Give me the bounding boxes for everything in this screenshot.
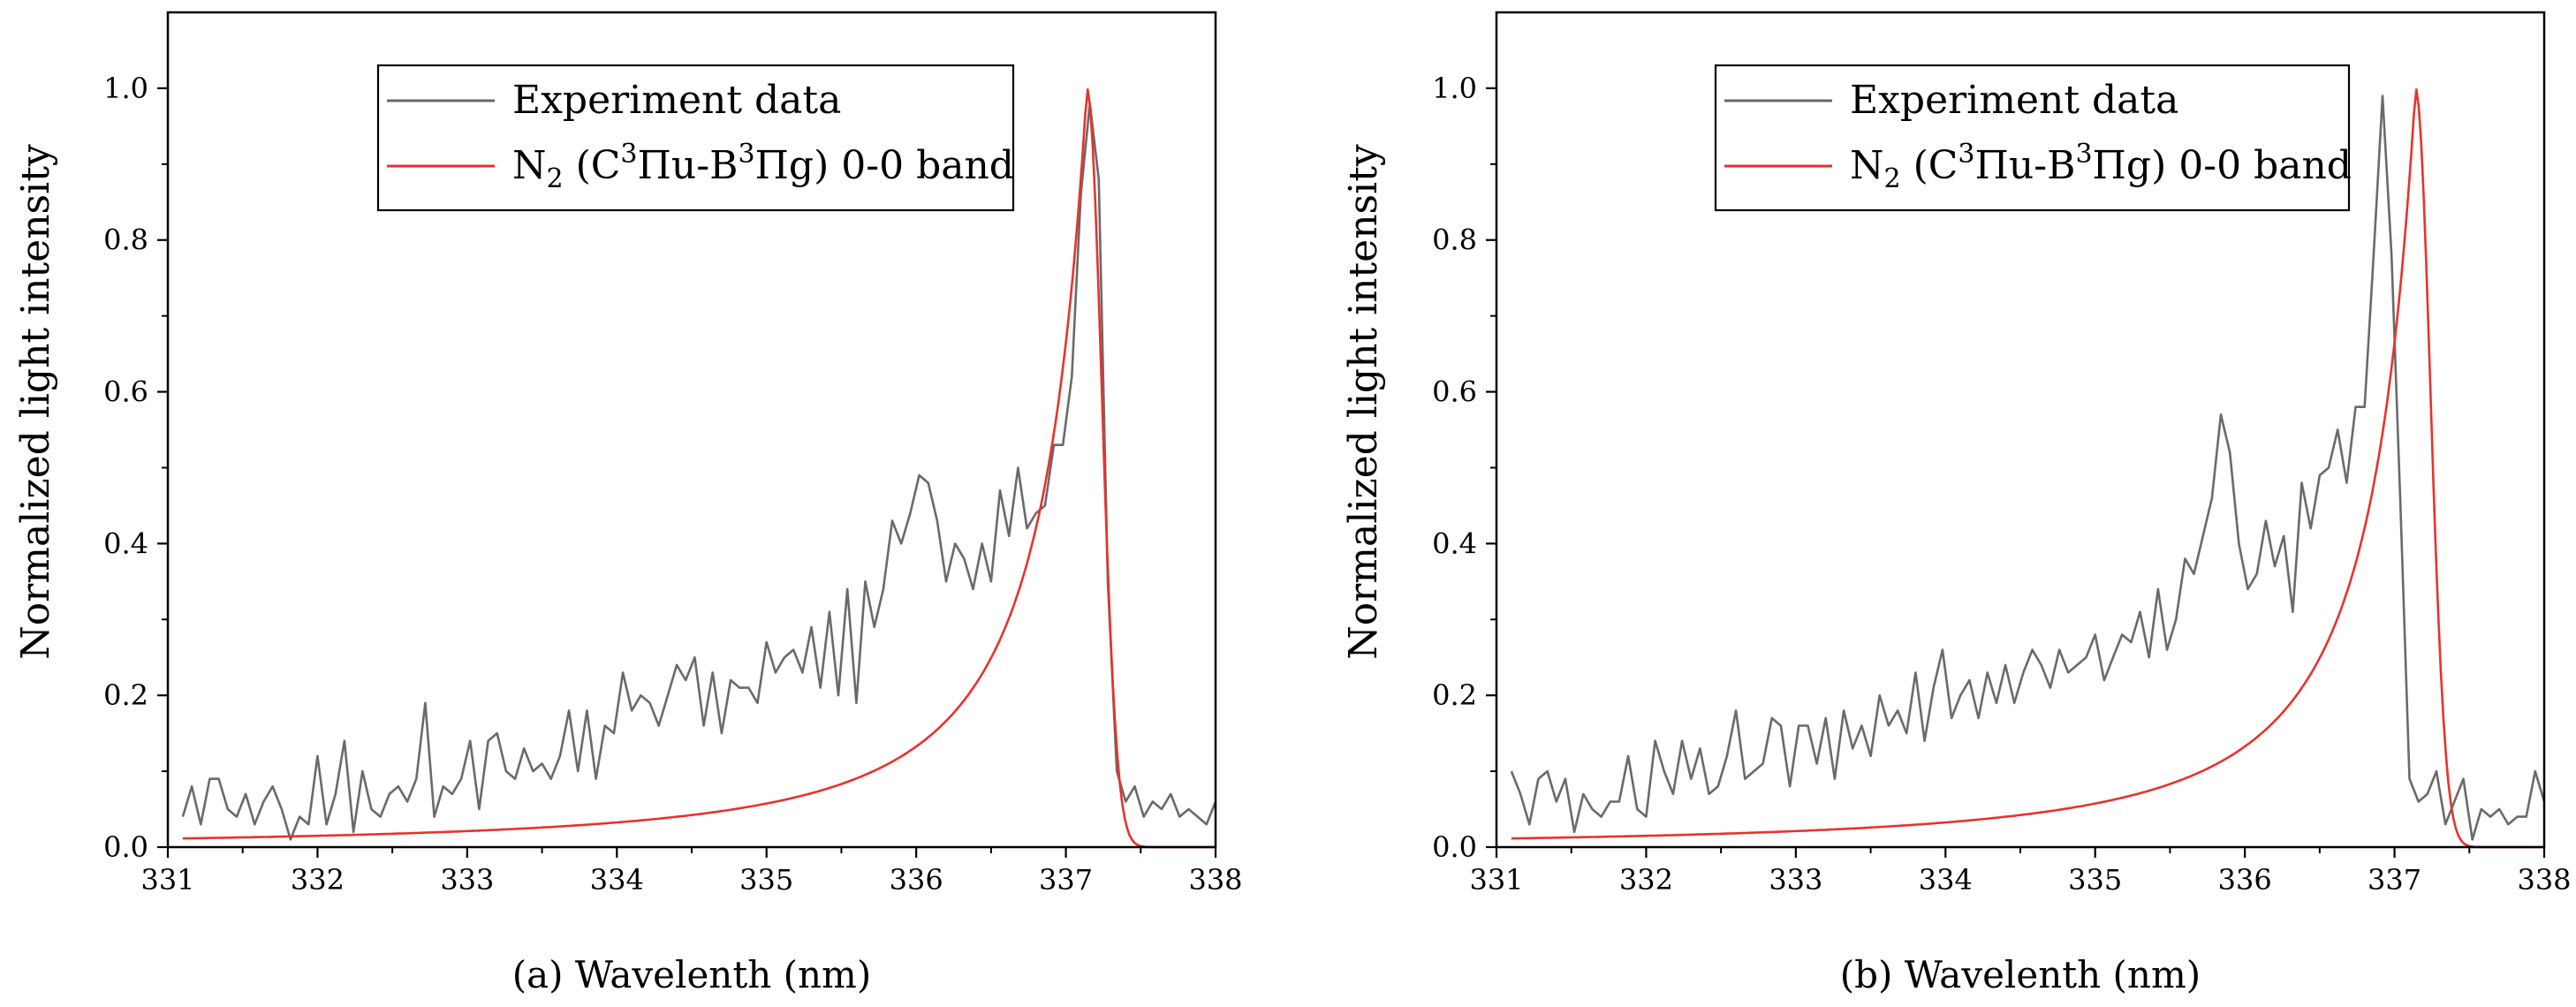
panel-a-xtick-label: 338 (1188, 863, 1242, 897)
panel-a-plot-frame (166, 11, 1217, 849)
panel-b-ylabel: Normalized light intensity (1341, 144, 1386, 660)
panel-b-yticks: 0.0 0.2 0.4 0.6 0.8 1.0 (1432, 72, 1496, 864)
panel-a-xtick-label: 333 (440, 863, 494, 897)
panel-b-band-fit-line (1511, 88, 2544, 849)
panel-b-xticks: 331 332 333 334 335 336 337 338 (1469, 847, 2572, 897)
panel-b-xtick-label: 332 (1619, 863, 1673, 897)
panel-b-ytick-label: 0.0 (1432, 830, 1477, 864)
panel-a-xtick-label: 331 (140, 863, 194, 897)
panel-a-ytick-label: 0.2 (103, 678, 148, 712)
panel-a-xticks: 331 332 333 334 335 336 337 338 (140, 847, 1243, 897)
panel-b-experiment-line (1510, 95, 2546, 841)
panel-b-legend: Experiment data N2 (C3Πu-B3Πg) 0-0 band (1714, 64, 2352, 212)
panel-b-ytick-label: 0.4 (1432, 526, 1477, 560)
panel-a-legend-box (376, 64, 1015, 212)
panel-b-plot-frame (1495, 11, 2546, 849)
panel-b-xtick-label: 338 (2517, 863, 2571, 897)
panel-a-band-fit-line (182, 88, 1216, 849)
panel-a-chart: Normalized light intensity 0.00.20.40.60… (13, 11, 1243, 996)
panel-b-xtick-label: 331 (1469, 863, 1523, 897)
panel-a-legend-experiment-label: Experiment data (512, 78, 841, 123)
panel-b-legend-experiment-label: Experiment data (1850, 78, 2178, 123)
panel-a-xtick-label: 336 (890, 863, 943, 897)
panel-b-ytick-label: 0.6 (1432, 375, 1477, 409)
panel-b-caption: (b) Wavelenth (nm) (1840, 953, 2201, 996)
panel-b-ytick-label: 0.8 (1432, 223, 1477, 257)
panel-b-xtick-label: 335 (2068, 863, 2122, 897)
panel-a-xtick-label: 335 (739, 863, 793, 897)
panel-a-ytick-label: 0.8 (103, 223, 148, 257)
panel-a-ytick-label: 1.0 (103, 72, 148, 105)
panel-a-caption: (a) Wavelenth (nm) (512, 953, 872, 996)
panel-b-legend-box (1714, 64, 2351, 212)
panel-b-xtick-label: 333 (1769, 863, 1822, 897)
panel-a-ylabel: Normalized light intensity (13, 144, 58, 660)
panel-a-ytick-label: 0.4 (103, 526, 148, 560)
panel-b-legend-band-label: N2 (C3Πu-B3Πg) 0-0 band (1850, 139, 2352, 194)
panel-a-ytick-label: 0.0 (103, 830, 148, 864)
panel-a-xtick-label: 334 (590, 863, 644, 897)
panel-a-legend: Experiment data N2 (C3Πu-B3Πg) 0-0 band (376, 64, 1015, 212)
panel-a-xtick-label: 332 (291, 863, 345, 897)
panel-a-xtick-label: 337 (1039, 863, 1093, 897)
panel-b-ytick-label: 0.2 (1432, 678, 1477, 712)
panel-a-ytick-label: 0.6 (103, 375, 148, 409)
panel-a-yticks: 0.0 0.2 0.4 0.6 0.8 1.0 (103, 72, 168, 864)
panel-b-xtick-label: 337 (2368, 863, 2421, 897)
panel-b-xtick-label: 336 (2218, 863, 2272, 897)
panel-b-ytick-label: 1.0 (1432, 72, 1477, 105)
panel-a-experiment-line (181, 102, 1217, 841)
panel-a-legend-band-label: N2 (C3Πu-B3Πg) 0-0 band (512, 139, 1014, 194)
panel-b-chart: Normalized light intensity 0.00.20.40.60… (1341, 11, 2572, 996)
panel-b-xtick-label: 334 (1919, 863, 1973, 897)
